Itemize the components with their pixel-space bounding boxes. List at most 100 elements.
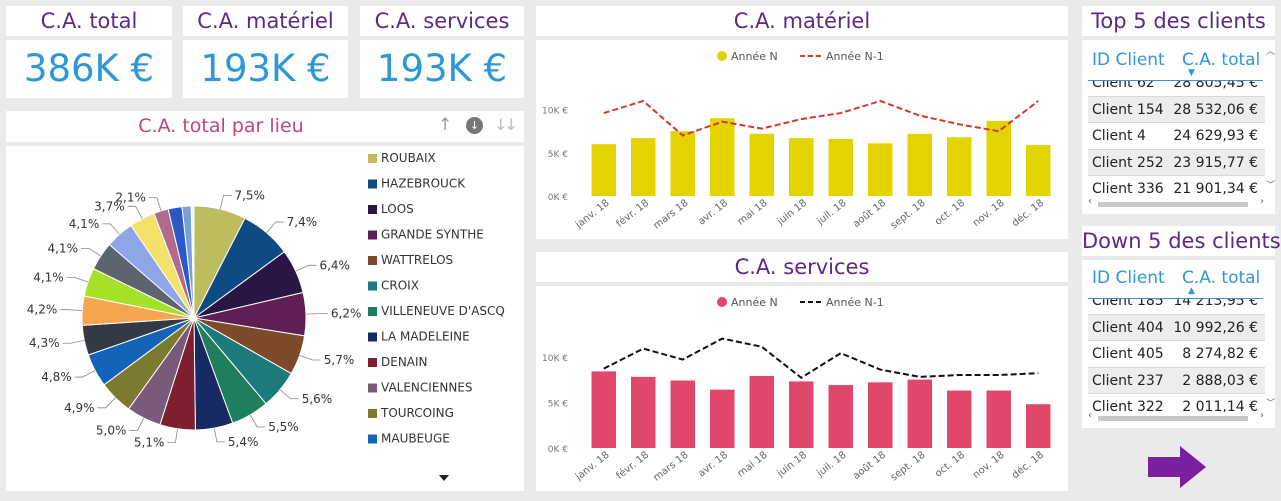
- client-id: Client 252: [1092, 154, 1164, 171]
- x-tick-label: nov. 18: [971, 450, 1007, 481]
- pie-title: C.A. total par lieu: [138, 115, 304, 137]
- next-page-arrow-icon[interactable]: [1146, 444, 1208, 490]
- bar[interactable]: [749, 375, 774, 448]
- bar[interactable]: [947, 390, 972, 448]
- pie-slice[interactable]: [190, 205, 195, 319]
- scroll-left-icon[interactable]: ‹: [1088, 196, 1092, 207]
- bar[interactable]: [1026, 145, 1051, 196]
- bar[interactable]: [1026, 404, 1051, 448]
- scroll-right-icon[interactable]: ›: [1260, 196, 1264, 207]
- pie-data-label: 5,6%: [302, 392, 333, 406]
- x-tick-label: févr. 18: [614, 197, 651, 230]
- top5-hscroll[interactable]: ‹ ›: [1088, 196, 1264, 210]
- next-arrow-shape[interactable]: [1148, 446, 1206, 488]
- bar[interactable]: [828, 385, 853, 448]
- bar[interactable]: [986, 390, 1011, 448]
- bar[interactable]: [789, 381, 814, 448]
- down5-header-rule: [1088, 298, 1263, 299]
- client-id: Client 62: [1092, 81, 1155, 91]
- top5-row[interactable]: Client 62 28 805,45 €: [1088, 81, 1268, 97]
- pie-leader-line: [266, 221, 284, 233]
- legend-label[interactable]: DENAIN: [381, 355, 428, 369]
- pie-chart: 7,5% 7,4% 6,4% 6,2% 5,7% 5,6%5,5% 5,4% 5,1% 5,0%…: [27, 151, 505, 481]
- legend-label[interactable]: Année N-1: [826, 50, 884, 63]
- pie-data-label: 5,0%: [96, 424, 127, 438]
- down5-vscroll[interactable]: ﹀: [1265, 262, 1275, 412]
- legend-label[interactable]: Année N: [731, 50, 778, 63]
- bar[interactable]: [749, 133, 774, 196]
- legend-label[interactable]: Année N: [731, 296, 778, 309]
- legend-label[interactable]: VALENCIENNES: [381, 381, 473, 395]
- down5-col-id[interactable]: ID Client: [1092, 268, 1165, 288]
- client-ca: 2 888,03 €: [1182, 372, 1258, 389]
- bar[interactable]: [710, 389, 735, 448]
- legend-label[interactable]: TOURCOING: [380, 406, 454, 420]
- client-ca: 14 213,95 €: [1173, 299, 1258, 309]
- bar[interactable]: [591, 144, 616, 196]
- legend-label[interactable]: ROUBAIX: [381, 151, 436, 165]
- series-line[interactable]: [603, 337, 1039, 379]
- legend-label[interactable]: MAUBEUGE: [381, 432, 450, 446]
- bar[interactable]: [591, 371, 616, 448]
- legend-label[interactable]: LA MADELEINE: [381, 330, 470, 344]
- pie-data-label: 6,2%: [331, 307, 362, 321]
- down5-hscroll-thumb[interactable]: [1098, 416, 1248, 421]
- legend-scroll-down-icon[interactable]: [439, 475, 449, 481]
- top5-row[interactable]: Client 154 28 532,06 €: [1088, 96, 1268, 123]
- expand-down-icon[interactable]: ↓↓: [494, 115, 518, 134]
- scroll-down-icon[interactable]: ﹀: [1266, 181, 1276, 191]
- pie-leader-line: [148, 197, 162, 212]
- series-line[interactable]: [603, 99, 1039, 137]
- down5-row[interactable]: Client 237 2 888,03 €: [1088, 367, 1268, 394]
- legend-label[interactable]: HAZEBROUCK: [381, 177, 466, 191]
- bar[interactable]: [631, 376, 656, 448]
- scroll-left-icon[interactable]: ‹: [1088, 410, 1092, 421]
- pie-data-label: 3,7%: [94, 199, 125, 213]
- top5-hscroll-thumb[interactable]: [1098, 202, 1248, 207]
- kpi-materiel-title: C.A. matériel: [183, 6, 348, 36]
- drill-down-icon[interactable]: ↓: [466, 117, 483, 134]
- pie-data-label: 7,4%: [287, 215, 318, 229]
- legend-label[interactable]: WATTRELOS: [381, 253, 453, 267]
- down5-row[interactable]: Client 404 10 992,26 €: [1088, 314, 1268, 341]
- legend-label[interactable]: CROIX: [381, 279, 419, 293]
- top5-row[interactable]: Client 4 24 629,93 €: [1088, 123, 1268, 150]
- bar[interactable]: [947, 137, 972, 196]
- scroll-down-icon[interactable]: ﹀: [1266, 399, 1276, 409]
- legend-label[interactable]: LOOS: [381, 202, 414, 216]
- bar[interactable]: [907, 133, 932, 196]
- top5-row[interactable]: Client 252 23 915,77 €: [1088, 149, 1268, 176]
- down5-hscroll[interactable]: ‹ ›: [1088, 410, 1264, 424]
- bar[interactable]: [789, 138, 814, 196]
- client-id: Client 405: [1092, 346, 1164, 362]
- bar[interactable]: [710, 118, 735, 196]
- legend-label[interactable]: GRANDE SYNTHE: [381, 228, 484, 242]
- scroll-right-icon[interactable]: ›: [1260, 410, 1264, 421]
- bar[interactable]: [868, 143, 893, 196]
- top5-vscroll[interactable]: ︿ ﹀: [1265, 44, 1275, 194]
- down5-row[interactable]: Client 405 8 274,82 €: [1088, 341, 1268, 368]
- x-tick-label: janv. 18: [573, 198, 612, 232]
- bar[interactable]: [907, 379, 932, 448]
- scroll-up-icon[interactable]: ︿: [1266, 47, 1276, 57]
- sort-desc-icon[interactable]: ▼: [1188, 68, 1195, 78]
- legend-label[interactable]: VILLENEUVE D'ASCQ: [381, 304, 505, 318]
- top5-col-id[interactable]: ID Client: [1092, 50, 1165, 70]
- top5-col-ca[interactable]: C.A. total: [1182, 50, 1261, 70]
- legend-marker-bar: [717, 297, 727, 307]
- top5-row[interactable]: Client 336 21 901,34 €: [1088, 176, 1268, 199]
- bar[interactable]: [631, 138, 656, 196]
- bar[interactable]: [828, 138, 853, 196]
- bar[interactable]: [670, 131, 695, 196]
- bar[interactable]: [986, 120, 1011, 196]
- down5-row[interactable]: Client 322 2 011,14 €: [1088, 394, 1268, 412]
- down5-col-ca[interactable]: C.A. total: [1182, 268, 1261, 288]
- x-tick-label: déc. 18: [1009, 197, 1046, 229]
- down5-row[interactable]: Client 185 14 213,95 €: [1088, 299, 1268, 315]
- bar[interactable]: [868, 382, 893, 448]
- sort-asc-icon[interactable]: ▲: [1188, 286, 1195, 296]
- arrow-up-icon[interactable]: ↑: [438, 115, 453, 135]
- legend-label[interactable]: Année N-1: [826, 296, 884, 309]
- client-id: Client 322: [1092, 399, 1164, 412]
- bar[interactable]: [670, 380, 695, 448]
